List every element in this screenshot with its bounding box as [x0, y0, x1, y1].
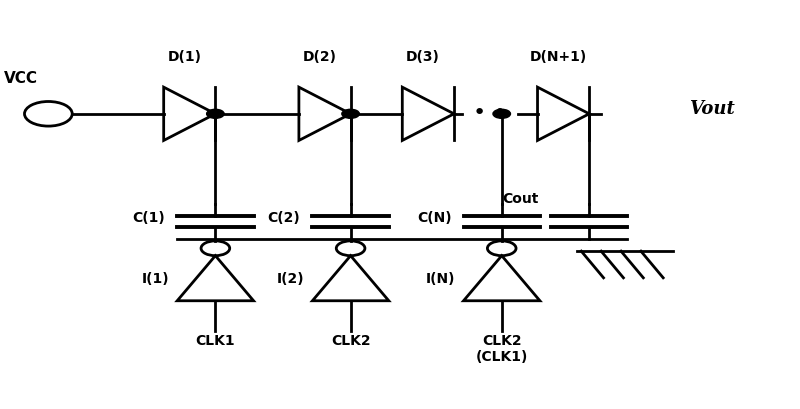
- Polygon shape: [402, 88, 454, 141]
- Circle shape: [493, 110, 510, 119]
- Circle shape: [206, 110, 224, 119]
- Text: C(2): C(2): [268, 211, 301, 225]
- Text: I(1): I(1): [142, 272, 170, 285]
- Text: C(N): C(N): [417, 211, 452, 225]
- Circle shape: [336, 241, 365, 256]
- Circle shape: [487, 241, 516, 256]
- Polygon shape: [313, 256, 389, 301]
- Text: D(2): D(2): [302, 49, 337, 63]
- Polygon shape: [463, 256, 540, 301]
- Text: I(2): I(2): [277, 272, 305, 285]
- Polygon shape: [299, 88, 350, 141]
- Text: CLK2
(CLK1): CLK2 (CLK1): [475, 333, 528, 364]
- Text: I(N): I(N): [426, 272, 455, 285]
- Polygon shape: [178, 256, 254, 301]
- Text: Cout: Cout: [502, 191, 539, 205]
- Polygon shape: [538, 88, 590, 141]
- Text: CLK1: CLK1: [195, 333, 235, 347]
- Text: • •: • •: [473, 103, 506, 122]
- Text: D(3): D(3): [406, 49, 440, 63]
- Circle shape: [201, 241, 230, 256]
- Text: CLK2: CLK2: [330, 333, 370, 347]
- Text: Vout: Vout: [689, 99, 734, 117]
- Text: VCC: VCC: [3, 71, 38, 86]
- Circle shape: [342, 110, 359, 119]
- Polygon shape: [164, 88, 215, 141]
- Text: D(N+1): D(N+1): [530, 49, 587, 63]
- Text: D(1): D(1): [167, 49, 202, 63]
- Text: C(1): C(1): [133, 211, 166, 225]
